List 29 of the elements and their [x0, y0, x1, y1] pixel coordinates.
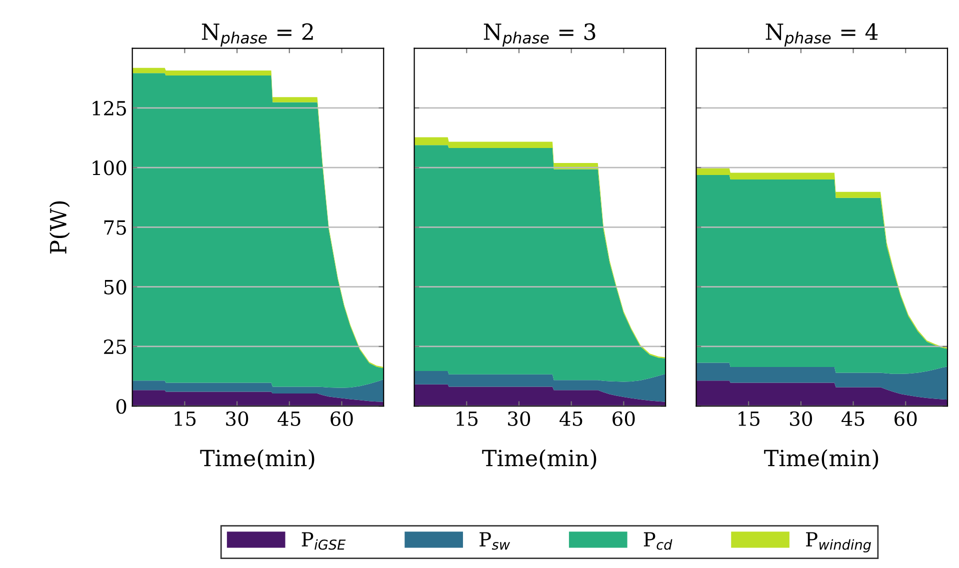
x-tick-label: 45	[560, 411, 582, 426]
legend-label: P$_{sw}$	[480, 532, 510, 550]
legend-label: P$_{cd}$	[644, 532, 672, 550]
x-tick-label: 15	[738, 411, 760, 426]
y-tick-label: 50	[104, 280, 126, 295]
x-tick-label: 15	[456, 411, 478, 426]
x-tick-label: 30	[226, 411, 248, 426]
x-tick-label: 15	[174, 411, 196, 426]
chart-title: N$_{phase}$ = 3	[484, 23, 596, 47]
x-tick-label: 45	[278, 411, 300, 426]
y-tick-label: 0	[116, 399, 126, 414]
x-tick-label: 30	[508, 411, 530, 426]
legend-label: P$_{iGSE}$	[302, 532, 346, 550]
legend-label: P$_{winding}$	[806, 532, 871, 552]
chart-title: N$_{phase}$ = 2	[202, 23, 313, 47]
x-axis-title: Time(min)	[764, 449, 878, 470]
x-tick-label: 30	[790, 411, 812, 426]
x-tick-label: 60	[612, 411, 635, 426]
y-tick-label: 125	[92, 100, 126, 116]
x-axis-title: Time(min)	[200, 449, 314, 470]
x-tick-label: 45	[841, 411, 864, 426]
x-axis-title: Time(min)	[482, 449, 596, 470]
y-tick-label: 100	[92, 160, 126, 176]
chart-title: N$_{phase}$ = 4	[766, 23, 878, 47]
y-tick-label: 75	[104, 220, 126, 235]
x-tick-label: 60	[330, 411, 353, 426]
y-axis-title: P(W)	[49, 201, 70, 254]
y-tick-label: 25	[104, 339, 126, 354]
x-tick-label: 60	[894, 411, 917, 426]
